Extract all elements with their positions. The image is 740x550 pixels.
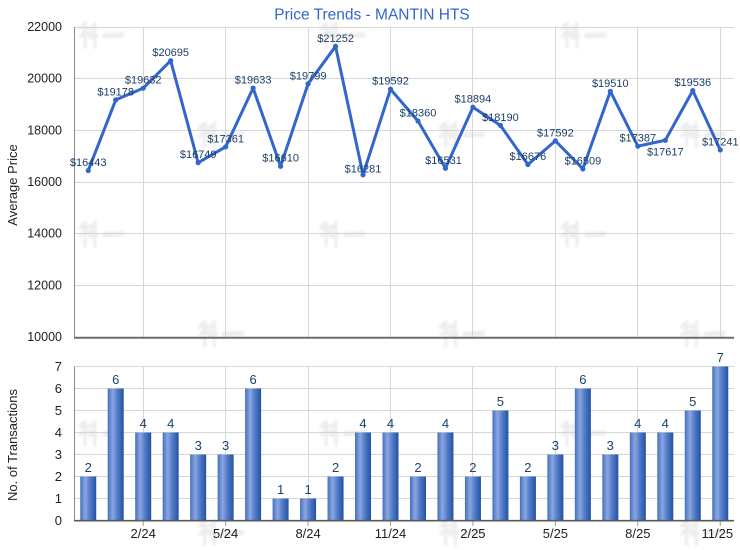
svg-text:0: 0 — [55, 513, 62, 528]
svg-text:No. of Transactions: No. of Transactions — [5, 389, 20, 501]
svg-text:5: 5 — [55, 403, 62, 418]
svg-text:2: 2 — [414, 460, 421, 475]
svg-text:$17617: $17617 — [647, 147, 684, 159]
svg-text:$21252: $21252 — [317, 33, 354, 45]
svg-text:$17387: $17387 — [619, 133, 656, 145]
svg-text:12000: 12000 — [27, 278, 62, 292]
svg-text:4: 4 — [387, 416, 394, 431]
svg-text:$19632: $19632 — [125, 75, 162, 87]
svg-text:4: 4 — [359, 416, 366, 431]
svg-text:$19592: $19592 — [372, 76, 409, 88]
svg-text:7: 7 — [55, 359, 62, 374]
svg-text:6: 6 — [55, 381, 62, 396]
svg-text:$16749: $16749 — [180, 149, 217, 161]
svg-text:5/25: 5/25 — [543, 526, 568, 541]
svg-text:4: 4 — [55, 425, 62, 440]
svg-text:$16676: $16676 — [510, 151, 547, 163]
svg-text:5: 5 — [689, 394, 696, 409]
svg-text:Price Trends - MANTIN HTS: Price Trends - MANTIN HTS — [274, 7, 470, 24]
svg-text:4: 4 — [634, 416, 641, 431]
svg-text:10000: 10000 — [27, 330, 62, 344]
svg-text:8/25: 8/25 — [625, 526, 650, 541]
svg-text:$18894: $18894 — [455, 94, 492, 106]
svg-text:$19799: $19799 — [290, 70, 327, 82]
svg-text:$16443: $16443 — [70, 157, 107, 169]
svg-text:2/25: 2/25 — [460, 526, 485, 541]
svg-text:1: 1 — [55, 491, 62, 506]
svg-text:6: 6 — [249, 372, 256, 387]
svg-text:5/24: 5/24 — [213, 526, 238, 541]
svg-text:6: 6 — [579, 372, 586, 387]
svg-text:8/24: 8/24 — [295, 526, 320, 541]
svg-text:1: 1 — [304, 482, 311, 497]
svg-text:$18190: $18190 — [482, 112, 519, 124]
svg-text:1: 1 — [277, 482, 284, 497]
svg-text:$18360: $18360 — [400, 108, 437, 120]
svg-text:$17361: $17361 — [207, 133, 244, 145]
svg-text:3: 3 — [552, 438, 559, 453]
svg-text:$16509: $16509 — [565, 155, 602, 167]
svg-text:$16531: $16531 — [425, 155, 462, 167]
svg-text:$19178: $19178 — [97, 86, 134, 98]
svg-text:2: 2 — [55, 469, 62, 484]
svg-text:3: 3 — [222, 438, 229, 453]
svg-text:7: 7 — [717, 350, 724, 365]
svg-text:4: 4 — [442, 416, 449, 431]
svg-text:2: 2 — [85, 460, 92, 475]
svg-text:$19510: $19510 — [592, 78, 629, 90]
svg-text:2: 2 — [332, 460, 339, 475]
svg-text:$20695: $20695 — [152, 47, 189, 59]
svg-text:22000: 22000 — [27, 20, 62, 34]
svg-text:20000: 20000 — [27, 72, 62, 86]
svg-text:3: 3 — [607, 438, 614, 453]
svg-text:3: 3 — [195, 438, 202, 453]
svg-text:3: 3 — [55, 447, 62, 462]
svg-text:11/25: 11/25 — [702, 526, 734, 541]
svg-text:5: 5 — [497, 394, 504, 409]
svg-text:$16281: $16281 — [345, 164, 382, 176]
svg-text:16000: 16000 — [27, 175, 62, 189]
svg-text:$17241: $17241 — [702, 136, 739, 148]
svg-text:$17592: $17592 — [537, 127, 574, 139]
svg-text:2: 2 — [524, 460, 531, 475]
svg-text:Average Price: Average Price — [5, 144, 20, 225]
svg-text:$19536: $19536 — [674, 77, 711, 89]
svg-text:2/24: 2/24 — [131, 526, 156, 541]
svg-text:4: 4 — [167, 416, 174, 431]
svg-text:4: 4 — [140, 416, 147, 431]
svg-text:18000: 18000 — [27, 123, 62, 137]
svg-text:6: 6 — [112, 372, 119, 387]
svg-text:$16610: $16610 — [262, 153, 299, 165]
svg-text:$19633: $19633 — [235, 75, 272, 87]
svg-text:14000: 14000 — [27, 227, 62, 241]
svg-text:11/24: 11/24 — [375, 526, 407, 541]
svg-text:4: 4 — [662, 416, 669, 431]
svg-text:2: 2 — [469, 460, 476, 475]
